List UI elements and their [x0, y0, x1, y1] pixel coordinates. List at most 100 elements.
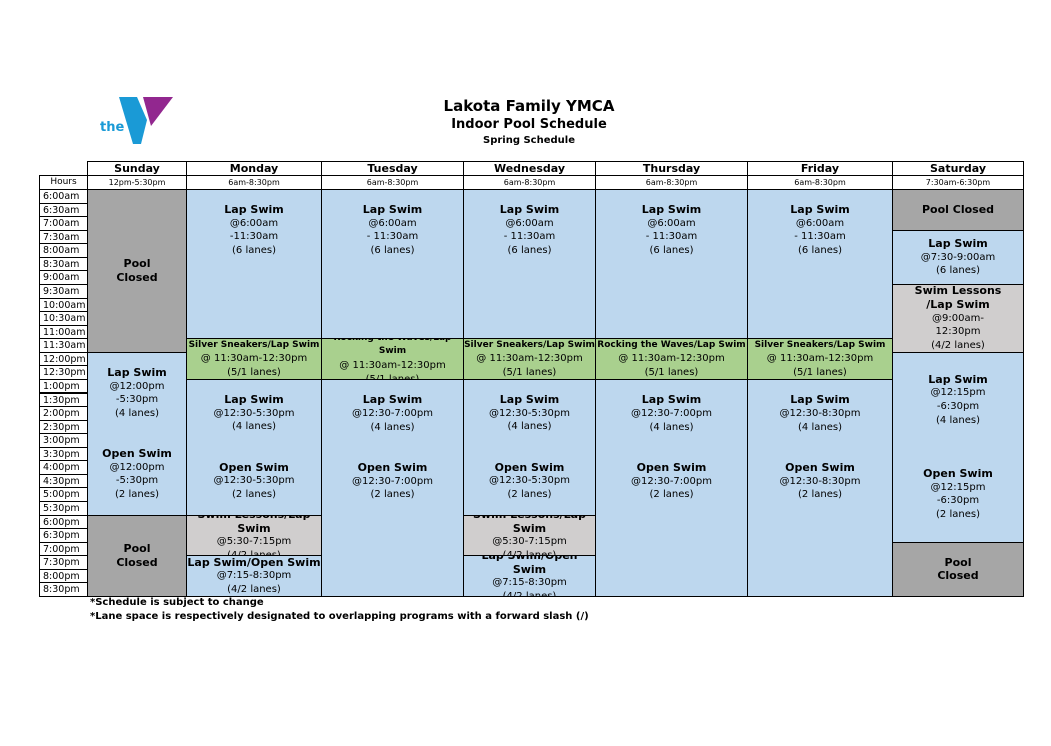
program-title: Swim Lessons /Lap Swim — [914, 284, 1002, 311]
program-detail: @12:30-5:30pm — [489, 475, 570, 487]
day-header: Saturday — [892, 161, 1024, 176]
time-label: 8:00pm — [39, 568, 88, 584]
program-content: Pool Closed — [88, 190, 186, 352]
program-block: Lap Swim @6:00am - 11:30am (6 lanes) — [747, 189, 893, 340]
time-label: 7:30pm — [39, 555, 88, 570]
program-content: Lap Swim/Open Swim @7:15-8:30pm (4/2 lanes… — [187, 556, 321, 596]
program-detail: (4 lanes) — [649, 421, 694, 433]
program-title: Lap Swim — [362, 393, 423, 407]
program-block: Lap Swim @12:30-7:00pm (4 lanes) Open Swim @… — [595, 378, 748, 597]
program-item: Open Swim @12:30-8:30pm (2 lanes) — [780, 461, 861, 502]
program-detail: (2 lanes) — [507, 488, 552, 500]
note: *Lane space is respectively designated t… — [90, 611, 589, 622]
program-detail: (6 lanes) — [232, 244, 276, 256]
program-detail: @12:30-8:30pm — [779, 475, 861, 487]
program-item: Pool Closed — [102, 542, 172, 569]
program-detail: (4/2 lanes) — [502, 550, 557, 557]
program-item: Silver Sneakers/Lap Swim @ 11:30am-12:30p… — [464, 339, 595, 379]
program-block: Lap Swim @7:30-9:00am (6 lanes) — [892, 229, 1024, 285]
program-item: Pool Closed — [922, 203, 994, 217]
program-content: Lap Swim @12:30-8:30pm (4 lanes) Open Swim @… — [748, 380, 892, 516]
program-detail: (4 lanes) — [232, 421, 276, 433]
program-content: Silver Sneakers/Lap Swim @ 11:30am-12:30p… — [464, 339, 595, 379]
day-header: Friday — [747, 161, 893, 176]
program-block: Lap Swim @6:00am - 11:30am (6 lanes) — [595, 189, 748, 340]
program-block: Lap Swim/Open Swim @7:15-8:30pm (4/2 lanes… — [463, 555, 596, 597]
program-detail: @5:30-7:15pm — [492, 536, 567, 548]
program-detail: (2 lanes) — [798, 489, 842, 501]
program-title: Lap Swim — [499, 203, 560, 216]
program-item: Lap Swim @6:00am - 11:30am (6 lanes) — [500, 203, 559, 257]
program-detail: @7:30-9:00am — [920, 251, 996, 263]
day-header: Sunday — [87, 161, 187, 176]
program-block: Lap Swim @12:30-8:30pm (4 lanes) Open Swim @… — [747, 378, 893, 597]
program-title: Lap Swim — [224, 393, 284, 407]
program-block: Lap Swim @6:00am - 11:30am (6 lanes) — [321, 189, 464, 340]
program-item: Rocking the Waves/Lap Swim @ 11:30am-12:3… — [597, 339, 745, 379]
day-hours: 6am-8:30pm — [595, 175, 748, 190]
program-detail: (5/1 lanes) — [644, 366, 699, 378]
program-content: Rocking the Waves/Lap Swim @ 11:30am-12:3… — [322, 339, 463, 379]
program-title: Lap Swim — [928, 372, 988, 386]
day-hours: 12pm-5:30pm — [87, 175, 187, 190]
program-title: Lap Swim — [362, 203, 423, 216]
logo-right-arm — [143, 97, 173, 126]
program-detail: (4 lanes) — [370, 421, 415, 433]
program-title: Open Swim — [357, 461, 428, 475]
program-detail: (4 lanes) — [507, 421, 552, 433]
program-title: Swim Lessons/Lap Swim — [473, 514, 586, 535]
program-block: Silver Sneakers/Lap Swim @ 11:30am-12:30p… — [747, 338, 893, 380]
program-block: Lap Swim @12:30-7:00pm (4 lanes) Open Swim @… — [321, 378, 464, 597]
subtitle: Indoor Pool Schedule — [451, 117, 607, 132]
program-detail: (6 lanes) — [370, 244, 415, 256]
program-content: Pool Closed — [893, 543, 1023, 596]
program-item: Lap Swim @7:30-9:00am (6 lanes) — [921, 237, 995, 278]
program-detail: @12:00pm — [109, 461, 165, 473]
program-content: Swim Lessons/Lap Swim @5:30-7:15pm (4/2 la… — [464, 516, 595, 556]
program-item: Open Swim @12:00pm -5:30pm (2 lanes) — [102, 447, 172, 501]
hours-label: Hours — [39, 175, 88, 190]
logo-text: the — [100, 120, 124, 135]
day-hours: 6am-8:30pm — [186, 175, 322, 190]
program-content: Silver Sneakers/Lap Swim @ 11:30am-12:30p… — [748, 339, 892, 379]
day-hours: 6am-8:30pm — [463, 175, 596, 190]
program-detail: @6:00am — [229, 217, 279, 229]
program-item: Rocking the Waves/Lap Swim @ 11:30am-12:3… — [322, 339, 463, 380]
program-content: Lap Swim @6:00am - 11:30am (6 lanes) — [748, 190, 892, 338]
program-content: Pool Closed — [88, 516, 186, 596]
program-title: Lap Swim — [499, 393, 560, 407]
time-label: 11:30am — [39, 338, 88, 353]
time-label: 2:00pm — [39, 406, 88, 421]
program-title: Rocking the Waves/Lap Swim — [334, 339, 452, 357]
program-title: Lap Swim — [641, 393, 702, 407]
time-label: 6:00am — [39, 189, 88, 204]
program-item: Lap Swim @12:30-5:30pm (4 lanes) — [214, 393, 295, 434]
program-title: Open Swim — [219, 460, 289, 474]
program-detail: @7:15-8:30pm — [216, 570, 292, 582]
time-label: 7:00am — [39, 216, 88, 231]
program-detail: @7:15-8:30pm — [492, 577, 567, 589]
time-label: 2:30pm — [39, 419, 88, 435]
program-block: Pool Closed — [892, 189, 1024, 231]
program-detail: @6:00am — [647, 217, 696, 229]
day-hours: 6am-8:30pm — [747, 175, 893, 190]
time-label: 8:00am — [39, 243, 88, 258]
program-detail: @ 11:30am-12:30pm — [618, 353, 725, 365]
season: Spring Schedule — [483, 135, 575, 146]
program-detail: (4 lanes) — [798, 421, 842, 433]
program-detail: @5:30-7:15pm — [216, 536, 292, 548]
program-block: Lap Swim @12:30-5:30pm (4 lanes) Open Swim @… — [186, 378, 322, 516]
program-title: Open Swim — [785, 461, 855, 475]
program-detail: @12:30-5:30pm — [213, 475, 295, 487]
program-content: Pool Closed — [893, 190, 1023, 230]
program-detail: @12:30-8:30pm — [779, 408, 861, 420]
program-title: Lap Swim — [107, 366, 167, 380]
time-label: 10:30am — [39, 311, 88, 326]
program-detail: (2 lanes) — [936, 509, 980, 521]
program-item: Lap Swim/Open Swim @7:15-8:30pm (4/2 lanes… — [187, 556, 320, 596]
program-detail: (5/1 lanes) — [365, 373, 420, 380]
time-label: 3:30pm — [39, 446, 88, 462]
program-content: Lap Swim @12:30-5:30pm (4 lanes) Open Swim @… — [464, 380, 595, 515]
program-content: Lap Swim @12:30-5:30pm (4 lanes) Open Swim @… — [187, 380, 321, 515]
